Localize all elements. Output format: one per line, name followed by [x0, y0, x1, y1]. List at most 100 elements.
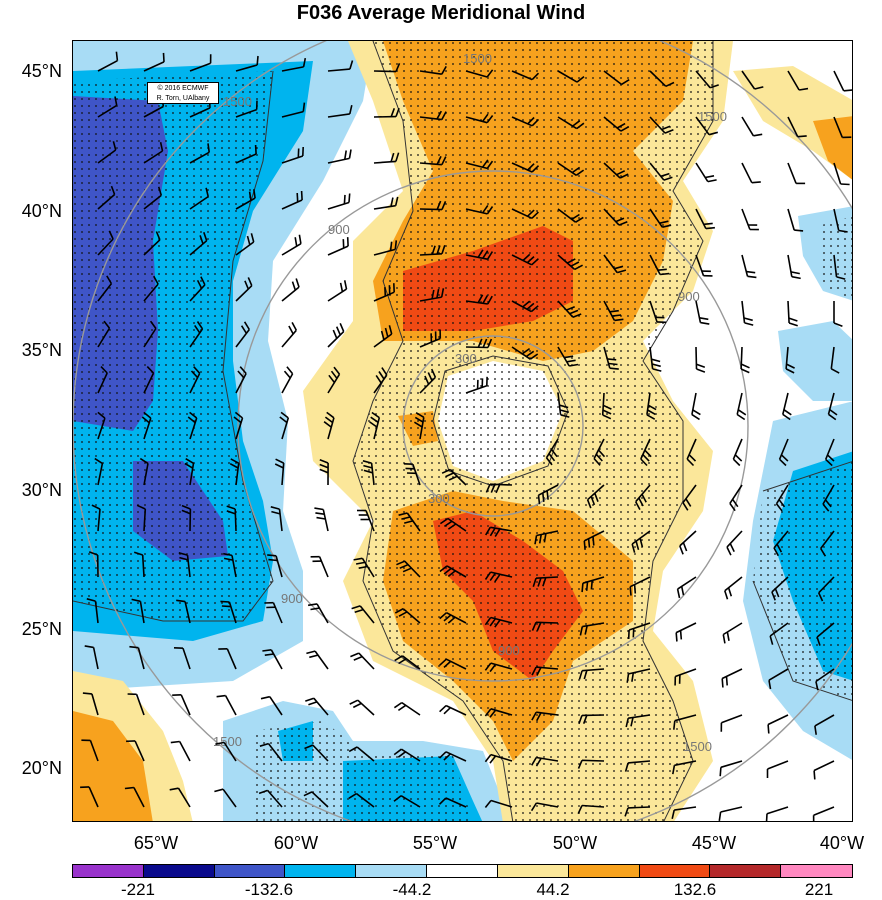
wind-barb-feather: [414, 416, 424, 423]
wind-barb: [536, 802, 559, 808]
wind-barb: [226, 648, 237, 670]
wind-barb: [445, 704, 467, 716]
wind-barb: [726, 530, 743, 548]
wind-barb-feather: [631, 672, 635, 682]
wind-barb: [419, 253, 443, 256]
wind-barb-feather: [788, 322, 798, 327]
wind-barb: [235, 241, 255, 256]
wind-barb: [511, 346, 531, 360]
ring-label: 1500: [223, 94, 252, 109]
wind-barb-feather: [237, 370, 245, 379]
wind-barb: [818, 576, 835, 594]
wind-barb-feather: [527, 163, 535, 171]
wind-barb: [327, 113, 350, 118]
wind-barb-feather: [205, 187, 209, 197]
wind-barb: [490, 616, 513, 624]
wind-barb: [357, 699, 375, 716]
wind-barb: [235, 373, 247, 394]
wind-barb-feather: [448, 475, 458, 481]
wind-barb: [184, 601, 191, 624]
wind-barb-feather: [583, 670, 588, 680]
wind-barb-feather: [663, 176, 673, 181]
wind-barb-feather: [726, 631, 730, 641]
wind-barb-feather: [651, 363, 661, 368]
wind-barb-feather: [595, 453, 603, 462]
wind-barb-feather: [397, 704, 407, 712]
wind-barb-feather: [816, 636, 821, 646]
colorbar-swatch: [143, 865, 215, 877]
wind-barb-feather: [612, 314, 622, 317]
wind-barb-feather: [288, 325, 294, 335]
wind-barb-feather: [618, 221, 628, 226]
wind-barb: [583, 530, 605, 542]
wind-barb-feather: [439, 705, 447, 713]
wind-barb: [235, 197, 256, 210]
wind-barb: [822, 484, 835, 505]
wind-barb: [281, 155, 304, 164]
wind-barb-feather: [149, 320, 157, 329]
wind-barb-feather: [671, 809, 675, 819]
wind-barb-feather: [390, 108, 396, 117]
wind-barb-feather: [776, 543, 783, 553]
wind-barb-feather: [679, 545, 684, 555]
wind-barb: [815, 668, 835, 683]
wind-barb-feather: [685, 498, 692, 507]
wind-barb-feather: [279, 416, 288, 424]
wind-barb-feather: [721, 678, 724, 688]
wind-barb: [827, 392, 835, 415]
wind-barb-feather: [676, 588, 681, 599]
wind-barb: [373, 160, 396, 164]
wind-barb-feather: [176, 599, 186, 603]
wind-barb-feather: [700, 321, 710, 325]
wind-barb-feather: [536, 667, 542, 676]
wind-barb-feather: [526, 302, 535, 310]
wind-barb-feather: [339, 322, 345, 332]
wind-barb-feather: [577, 759, 583, 769]
wind-barb-feather: [398, 512, 408, 516]
wind-barb-feather: [578, 715, 583, 725]
wind-barb-feather: [771, 591, 776, 601]
wind-barb-feather: [395, 62, 401, 72]
wind-barb: [773, 530, 789, 549]
wind-barb-feather: [607, 358, 617, 361]
wind-barb-feather: [836, 276, 846, 280]
wind-barb: [741, 300, 746, 323]
wind-barb-feather: [736, 413, 746, 421]
wind-barb-feather: [223, 557, 234, 561]
wind-barb: [489, 483, 513, 486]
wind-barb-feather: [652, 368, 662, 372]
wind-barb: [358, 652, 375, 670]
wind-barb-feather: [207, 143, 210, 153]
wind-barb: [419, 116, 442, 121]
wind-barb: [465, 385, 488, 394]
wind-barb: [97, 509, 101, 532]
wind-barb-feather: [680, 586, 685, 596]
wind-barb-feather: [352, 702, 362, 709]
wind-barb-feather: [675, 632, 678, 642]
wind-barb: [536, 756, 559, 762]
wind-barb-feather: [651, 358, 661, 363]
wind-barb-feather: [319, 463, 329, 469]
ring-label: 900: [678, 289, 700, 304]
wind-barb-feather: [324, 416, 334, 424]
wind-barb: [327, 68, 350, 72]
wind-barb: [281, 199, 303, 210]
wind-barb-feather: [790, 271, 800, 275]
wind-barb-feather: [737, 409, 747, 416]
ring-label: 1500: [698, 109, 727, 124]
wind-barb: [94, 601, 99, 624]
wind-barb: [511, 300, 532, 313]
wind-barb-feather: [302, 102, 306, 112]
wind-barb: [490, 662, 513, 670]
wind-barb-feather: [626, 673, 630, 683]
wind-barb-feather: [620, 126, 630, 132]
wind-barb-feather: [525, 350, 535, 358]
wind-barb-feather: [260, 695, 270, 700]
wind-barb: [186, 555, 191, 578]
wind-barb: [675, 622, 697, 634]
wind-barb: [582, 668, 605, 672]
wind-barb-feather: [740, 368, 750, 374]
wind-barb: [833, 162, 842, 185]
wind-barb: [327, 288, 347, 302]
wind-barb: [281, 373, 294, 394]
